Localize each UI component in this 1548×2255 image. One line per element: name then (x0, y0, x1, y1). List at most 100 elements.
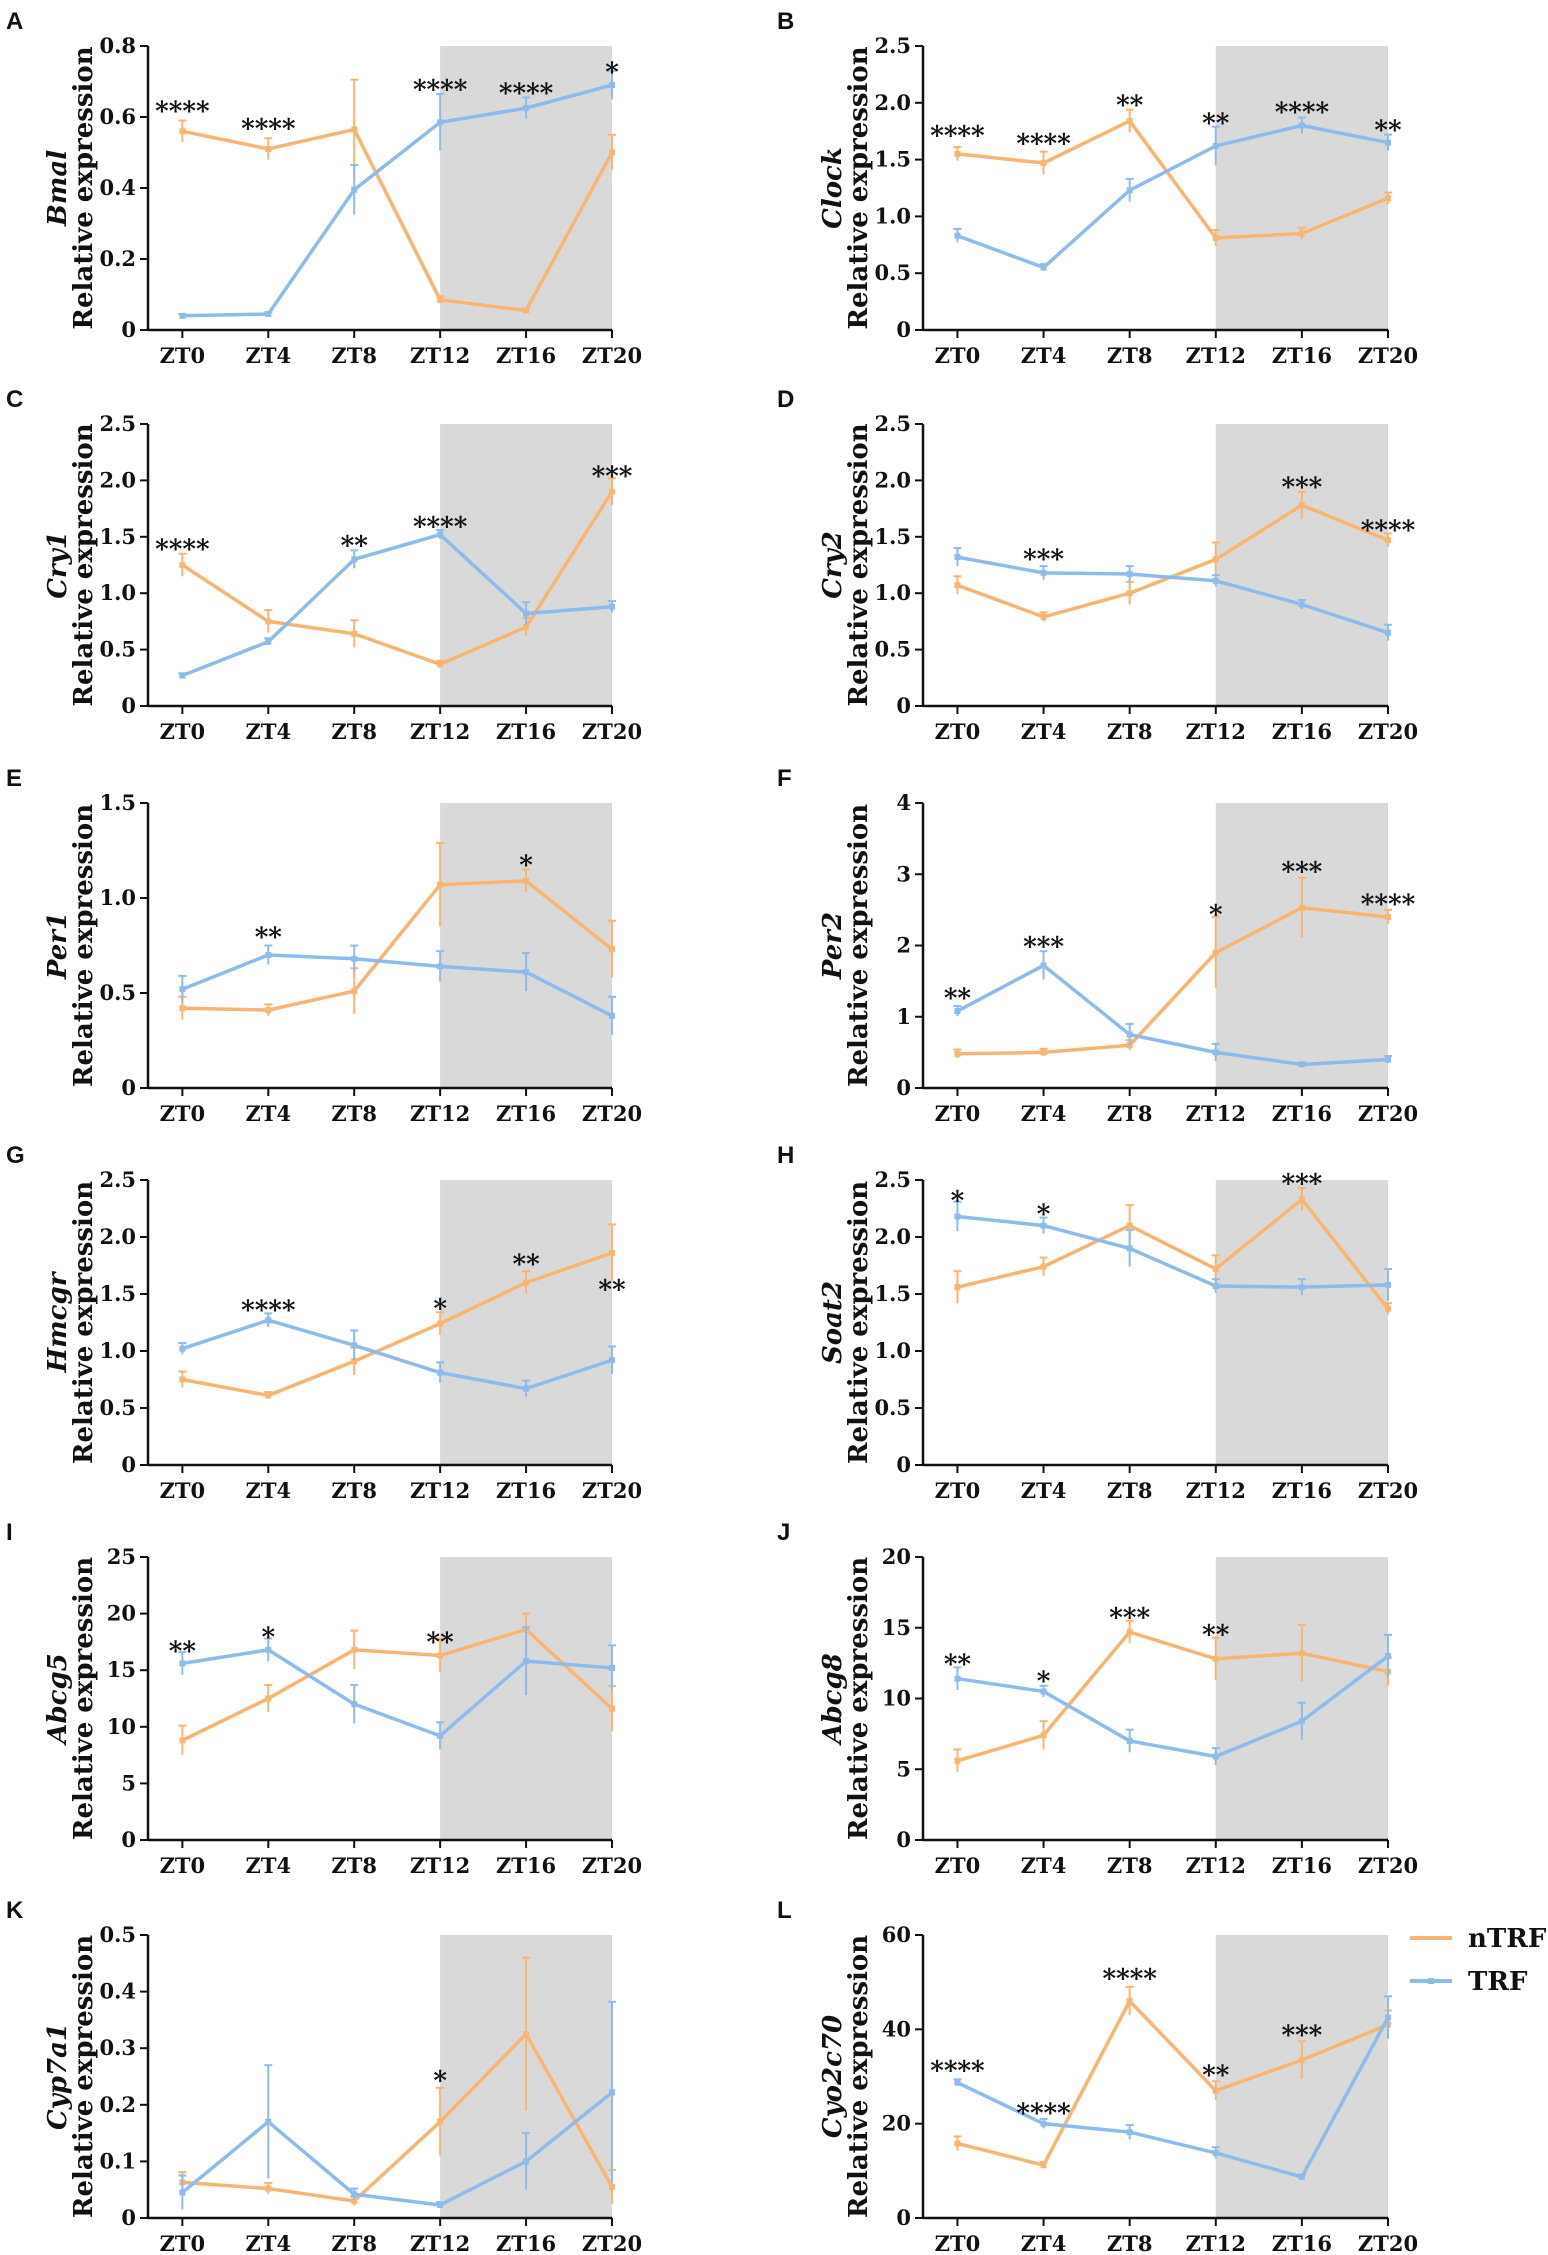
y-tick-label-h: 1.0 (874, 1338, 911, 1363)
data-point-ntrf-a (523, 307, 530, 314)
data-point-ntrf-c (523, 624, 530, 631)
data-point-ntrf-g (179, 1376, 186, 1383)
y-tick-label-c: 2.5 (99, 411, 136, 436)
series-line-ntrf-i (181, 1627, 614, 1742)
significance-marker-f: **** (1361, 890, 1416, 920)
x-tick-label-k: ZT16 (496, 2231, 556, 2255)
y-tick-label-i: 20 (107, 1601, 136, 1626)
x-tick-label-j: ZT4 (1021, 1853, 1067, 1878)
legend-ntrf-label: nTRF (1468, 1924, 1547, 1954)
data-point-trf-e (523, 969, 530, 976)
data-point-trf-h (1126, 1245, 1133, 1252)
series-line-ntrf-f (957, 905, 1389, 1056)
significance-marker-f: *** (1281, 858, 1322, 888)
data-point-trf-j (954, 1675, 961, 1682)
x-tick-label-c: ZT0 (160, 719, 206, 744)
data-point-ntrf-g (523, 1279, 530, 1286)
x-tick-label-g: ZT16 (496, 1478, 556, 1503)
dark-phase-region-b (1215, 46, 1388, 330)
y-axis-label-f: Relative expression (844, 804, 874, 1087)
data-point-trf-d (954, 554, 961, 561)
data-point-trf-b (1212, 142, 1219, 149)
data-point-trf-k (265, 2118, 272, 2125)
y-tick-label-k: 0.1 (99, 2148, 136, 2173)
y-axis-gene-label-j: Abcg8 (818, 1653, 848, 1746)
y-tick-label-h: 0.5 (874, 1395, 911, 1420)
data-point-trf-g (179, 1345, 186, 1352)
y-tick-label-d: 0 (896, 693, 911, 718)
x-tick-label-h: ZT8 (1107, 1478, 1153, 1503)
panel-letter-f: F (777, 765, 792, 792)
data-point-ntrf-b (954, 150, 961, 157)
dark-phase-region-i (440, 1557, 612, 1840)
data-point-ntrf-f (954, 1050, 961, 1057)
panel-letter-g: G (6, 1142, 25, 1169)
data-point-ntrf-f (1385, 914, 1391, 920)
series-line-ntrf-b (957, 119, 1389, 240)
y-tick-label-k: 0.2 (99, 2092, 136, 2117)
y-tick-label-h: 0 (896, 1452, 911, 1477)
x-tick-label-b: ZT12 (1186, 343, 1246, 368)
x-tick-label-f: ZT20 (1358, 1101, 1418, 1126)
data-point-ntrf-h (1212, 1265, 1219, 1272)
data-point-ntrf-i (265, 1695, 272, 1702)
x-tick-label-f: ZT0 (935, 1101, 981, 1126)
x-tick-label-k: ZT20 (582, 2231, 642, 2255)
data-point-trf-c (179, 672, 186, 679)
data-point-trf-b (1385, 139, 1391, 146)
significance-marker-c: **** (413, 513, 468, 543)
x-tick-label-d: ZT20 (1358, 719, 1418, 744)
significance-marker-j: *** (1109, 1603, 1150, 1633)
significance-marker-a: * (605, 58, 619, 88)
significance-marker-g: **** (241, 1296, 296, 1326)
y-tick-label-a: 0.8 (99, 33, 136, 58)
data-point-ntrf-g (437, 1320, 444, 1327)
y-axis-label-d: Relative expression (844, 423, 874, 706)
x-tick-label-d: ZT12 (1186, 719, 1246, 744)
data-point-ntrf-k (351, 2198, 358, 2205)
data-point-ntrf-f (1298, 904, 1305, 911)
significance-marker-h: * (1037, 1200, 1051, 1230)
y-tick-label-j: 0 (896, 1827, 911, 1852)
x-tick-label-h: ZT12 (1186, 1478, 1246, 1503)
significance-marker-b: ** (1374, 116, 1402, 146)
panel-d: 0 0.5 1.0 1.5 2.0 2.5 ZT0 ZT4 ZT8 ZT12 ZT16 ZT20 ***… (777, 386, 1418, 744)
data-point-ntrf-f (1212, 949, 1219, 956)
x-tick-label-b: ZT20 (1358, 343, 1418, 368)
y-axis-gene-label-f: Per2 (818, 912, 848, 980)
data-point-ntrf-b (1212, 234, 1219, 241)
data-point-trf-a (437, 119, 444, 126)
y-axis-label-g: Relative expression (69, 1181, 99, 1464)
data-point-trf-g (609, 1357, 615, 1364)
y-tick-label-c: 2.0 (99, 467, 136, 492)
significance-marker-g: ** (512, 1250, 540, 1280)
y-axis-label-a: Relative expression (69, 46, 99, 329)
data-point-trf-g (265, 1317, 272, 1324)
y-tick-label-d: 1.5 (874, 524, 911, 549)
y-tick-label-f: 2 (896, 933, 911, 958)
data-point-ntrf-h (1385, 1305, 1391, 1312)
data-point-ntrf-c (265, 618, 272, 625)
data-point-trf-b (954, 232, 961, 239)
x-tick-label-f: ZT8 (1107, 1101, 1153, 1126)
data-point-trf-g (351, 1342, 358, 1349)
y-tick-label-c: 1.0 (99, 580, 136, 605)
y-tick-label-e: 0.5 (99, 980, 136, 1005)
data-point-trf-k (523, 2158, 530, 2165)
y-axis-gene-label-k: Cyp7a1 (43, 2023, 73, 2130)
y-tick-label-e: 1.0 (99, 885, 136, 910)
x-tick-label-a: ZT12 (410, 343, 470, 368)
panel-letter-e: E (6, 765, 22, 792)
significance-marker-i: * (261, 1623, 275, 1653)
data-point-trf-f (1298, 1061, 1305, 1068)
data-point-trf-k (179, 2189, 186, 2196)
data-point-ntrf-d (1298, 502, 1305, 509)
data-point-ntrf-g (351, 1358, 358, 1365)
y-tick-label-a: 0.2 (99, 246, 136, 271)
y-tick-label-i: 25 (107, 1544, 136, 1569)
x-tick-label-g: ZT0 (160, 1478, 206, 1503)
series-line-ntrf-l (957, 1999, 1389, 2167)
